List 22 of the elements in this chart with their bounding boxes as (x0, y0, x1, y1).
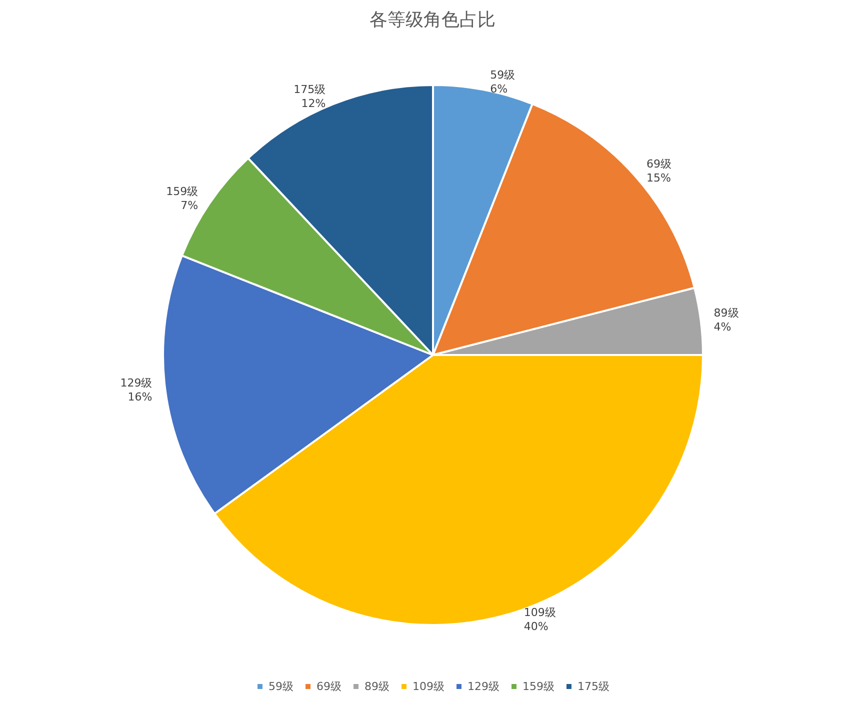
legend-label: 129级 (468, 680, 500, 693)
data-label: 12% (301, 97, 326, 110)
slice-label: 59级 (490, 68, 516, 82)
data-label: 7% (180, 199, 198, 212)
legend-label: 69级 (316, 680, 342, 693)
slice-label: 109级 (524, 606, 556, 619)
data-label: 4% (714, 320, 732, 334)
data-label: 40% (524, 620, 548, 633)
data-label: 6% (490, 82, 508, 96)
data-label: 16% (128, 390, 152, 404)
chart-title: 各等级角色占比 (370, 10, 496, 30)
legend-label: 175级 (577, 680, 610, 693)
data-label: 15% (646, 172, 671, 185)
slice-label: 175级 (294, 83, 326, 96)
slice-label: 69级 (646, 158, 672, 171)
legend-label: 109级 (412, 680, 445, 693)
slice-label: 89级 (714, 306, 739, 320)
slice-label: 129级 (120, 376, 152, 390)
legend-label: 89级 (364, 680, 390, 693)
legend-label: 159级 (522, 680, 554, 693)
slice-label: 159级 (166, 185, 198, 198)
legend-label: 59级 (268, 680, 294, 693)
